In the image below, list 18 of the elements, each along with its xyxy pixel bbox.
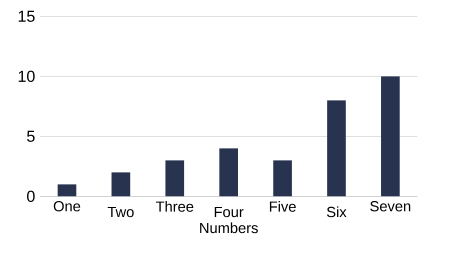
x-tick-label: Six [326,206,346,218]
bar [165,160,184,196]
bar [327,100,346,196]
bar [112,172,130,196]
bar [58,184,76,196]
x-tick-label: Two [108,206,134,218]
x-tick-label: Seven [370,201,410,212]
y-tick-label: 15 [18,10,35,22]
bar [273,160,292,196]
y-tick-label: 5 [27,130,35,142]
x-tick-label: One [54,201,80,212]
x-tick-label: Five [270,201,296,212]
bar [381,76,400,196]
x-tick-label: Three [156,201,194,212]
y-tick-label: 10 [18,70,35,82]
x-tick-label: Four Numbers [200,206,258,234]
y-tick-label: 0 [27,190,35,202]
bar [219,148,238,196]
